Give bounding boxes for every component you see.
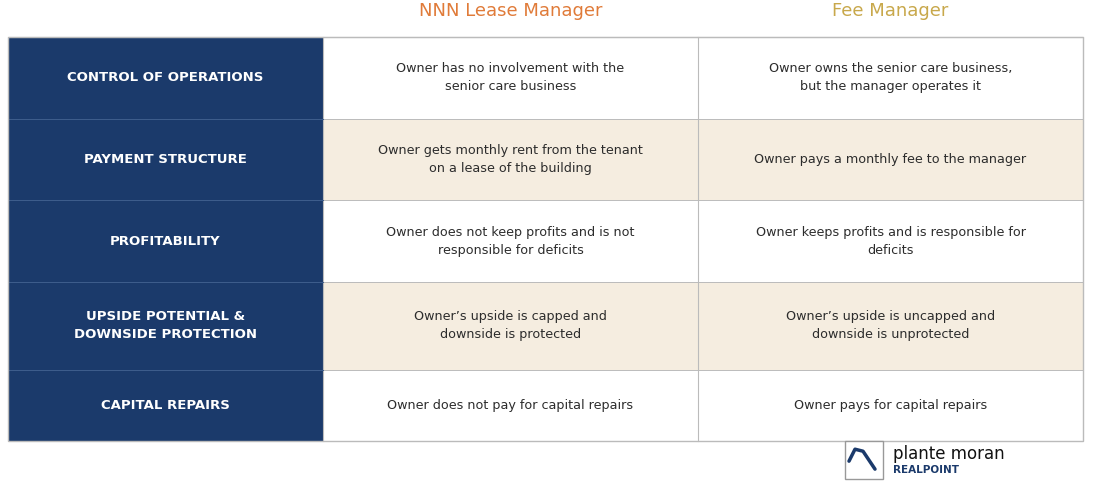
- Bar: [323, 118, 1084, 200]
- Text: Owner has no involvement with the
senior care business: Owner has no involvement with the senior…: [396, 62, 625, 94]
- Bar: [8, 37, 1084, 441]
- Text: plante moran: plante moran: [893, 445, 1004, 463]
- Text: PAYMENT STRUCTURE: PAYMENT STRUCTURE: [84, 153, 246, 166]
- Bar: [323, 370, 1084, 441]
- Text: PROFITABILITY: PROFITABILITY: [110, 234, 221, 248]
- Text: CONTROL OF OPERATIONS: CONTROL OF OPERATIONS: [67, 72, 264, 85]
- Text: NNN Lease Manager: NNN Lease Manager: [419, 2, 603, 20]
- Text: REALPOINT: REALPOINT: [893, 465, 959, 475]
- Bar: [323, 282, 1084, 370]
- Bar: [323, 200, 1084, 282]
- Text: Owner owns the senior care business,
but the manager operates it: Owner owns the senior care business, but…: [769, 62, 1012, 94]
- Text: CAPITAL REPAIRS: CAPITAL REPAIRS: [101, 399, 230, 412]
- Text: Owner does not keep profits and is not
responsible for deficits: Owner does not keep profits and is not r…: [386, 226, 635, 256]
- Text: Owner pays a monthly fee to the manager: Owner pays a monthly fee to the manager: [755, 153, 1026, 166]
- Bar: [8, 37, 323, 118]
- Text: UPSIDE POTENTIAL &
DOWNSIDE PROTECTION: UPSIDE POTENTIAL & DOWNSIDE PROTECTION: [74, 310, 257, 341]
- Text: Owner keeps profits and is responsible for
deficits: Owner keeps profits and is responsible f…: [756, 226, 1025, 256]
- Bar: [8, 370, 323, 441]
- Bar: [845, 441, 883, 479]
- Bar: [8, 282, 323, 370]
- Bar: [323, 37, 1084, 118]
- Bar: [8, 200, 323, 282]
- Text: Owner gets monthly rent from the tenant
on a lease of the building: Owner gets monthly rent from the tenant …: [378, 144, 642, 175]
- Text: Owner’s upside is capped and
downside is protected: Owner’s upside is capped and downside is…: [414, 310, 607, 341]
- Text: Fee Manager: Fee Manager: [833, 2, 948, 20]
- Text: Owner pays for capital repairs: Owner pays for capital repairs: [794, 399, 987, 412]
- Text: Owner does not pay for capital repairs: Owner does not pay for capital repairs: [387, 399, 634, 412]
- Text: Owner’s upside is uncapped and
downside is unprotected: Owner’s upside is uncapped and downside …: [785, 310, 996, 341]
- Bar: [8, 118, 323, 200]
